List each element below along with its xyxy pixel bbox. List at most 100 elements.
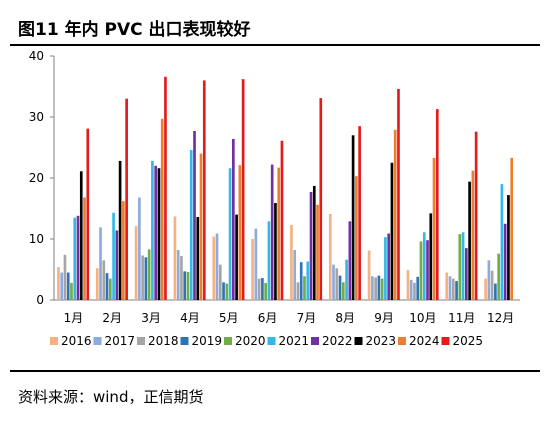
bar-2024-12 (510, 157, 514, 300)
bar-2022-1 (76, 215, 80, 300)
legend-swatch (441, 337, 450, 345)
bar-2016-1 (57, 267, 60, 300)
bar-2018-9 (374, 277, 377, 300)
bar-2024-2 (122, 201, 125, 300)
bar-2021-12 (500, 184, 504, 300)
bar-2023-6 (274, 203, 277, 300)
legend-swatch (93, 337, 102, 345)
bar-2016-11 (445, 272, 449, 300)
bar-2016-12 (484, 278, 487, 300)
bar-2020-7 (303, 276, 306, 300)
legend-item-2018: 2018 (137, 334, 179, 348)
bar-2025-1 (86, 128, 90, 300)
legend-swatch (224, 337, 232, 345)
bar-2017-5 (215, 233, 219, 300)
bar-2025-2 (125, 98, 128, 300)
bar-2020-9 (380, 278, 384, 300)
bar-2021-8 (345, 259, 348, 300)
bar-2016-5 (212, 236, 216, 300)
legend-label: 2021 (279, 334, 310, 348)
bar-2022-11 (465, 248, 468, 300)
bar-2025-6 (280, 140, 284, 300)
legend-swatch (180, 337, 189, 345)
bar-2016-7 (290, 224, 293, 300)
legend-swatch (50, 337, 58, 345)
bar-2022-7 (309, 192, 313, 300)
bar-2017-1 (60, 272, 64, 300)
x-tick-label: 4月 (180, 311, 200, 325)
legend-swatch (137, 337, 145, 345)
bar-2017-7 (293, 249, 297, 300)
x-tick-label: 6月 (258, 311, 278, 325)
bar-2021-7 (306, 261, 310, 300)
bar-2022-2 (115, 230, 119, 300)
bar-2023-3 (157, 168, 161, 300)
x-tick-label: 8月 (335, 311, 355, 325)
x-tick-label: 10月 (409, 311, 436, 325)
legend-swatch (267, 337, 276, 345)
bar-2024-9 (393, 129, 397, 300)
bar-2016-4 (173, 216, 177, 300)
x-tick-label: 3月 (141, 311, 161, 325)
bar-2017-4 (176, 249, 180, 300)
legend-label: 2025 (453, 334, 484, 348)
bar-2019-12 (494, 283, 497, 300)
bar-2020-6 (264, 282, 267, 300)
bar-2017-6 (254, 228, 258, 300)
bar-2022-4 (193, 131, 196, 300)
bar-2019-2 (105, 273, 109, 300)
bar-2024-7 (316, 204, 319, 300)
legend-label: 2020 (235, 334, 266, 348)
bar-2017-11 (448, 276, 452, 300)
bar-2020-8 (341, 282, 345, 300)
bar-2025-8 (358, 126, 361, 301)
x-tick-label: 2月 (102, 311, 122, 325)
bar-2018-5 (218, 264, 222, 300)
bar-2020-12 (497, 253, 500, 300)
bar-2021-2 (112, 212, 115, 300)
bar-2016-6 (251, 239, 254, 300)
bar-2021-3 (151, 160, 154, 300)
bar-2024-10 (432, 157, 436, 300)
bar-2019-7 (299, 262, 303, 300)
bar-2020-4 (186, 271, 190, 300)
legend-item-2025: 2025 (441, 334, 484, 348)
bar-2022-12 (503, 223, 507, 300)
bar-2017-2 (99, 227, 102, 300)
bar-2019-1 (66, 272, 70, 300)
bar-2021-11 (461, 232, 465, 300)
x-tick-label: 5月 (219, 311, 239, 325)
legend-label: 2024 (409, 334, 440, 348)
bar-2025-3 (164, 76, 167, 301)
bar-2019-5 (222, 282, 225, 300)
legend-label: 2023 (366, 334, 397, 348)
bar-2020-11 (458, 234, 462, 300)
bar-2019-11 (455, 281, 458, 300)
y-tick-label: 40 (29, 49, 44, 63)
legend-label: 2018 (148, 334, 179, 348)
bar-2025-4 (202, 80, 206, 301)
bar-2024-6 (277, 167, 281, 300)
x-tick-label: 1月 (64, 311, 84, 325)
legend-swatch (398, 337, 406, 345)
bar-2021-1 (73, 217, 77, 300)
bar-2021-9 (384, 237, 387, 300)
bar-2022-5 (232, 138, 235, 300)
bar-2019-6 (261, 278, 264, 300)
bar-2020-2 (108, 278, 112, 300)
bar-2023-8 (351, 135, 355, 300)
bar-2018-10 (413, 282, 416, 300)
bar-2017-10 (409, 279, 413, 300)
bar-2024-4 (199, 153, 203, 300)
bar-2023-7 (312, 185, 316, 300)
bar-2018-12 (490, 270, 494, 300)
bar-2021-6 (267, 221, 271, 300)
legend-item-2022: 2022 (311, 334, 353, 348)
bar-2023-12 (507, 195, 510, 300)
bar-chart: 0 10 20 30 40 1月 2月 3月 4月 5月 6月 7月 8月 9月 10月 11月 12月 2016… (29, 49, 520, 348)
bar-2022-10 (426, 240, 429, 300)
y-tick-label: 10 (29, 232, 44, 246)
bar-2023-2 (118, 160, 122, 300)
bar-2016-8 (328, 213, 332, 300)
bar-2018-2 (102, 260, 106, 300)
